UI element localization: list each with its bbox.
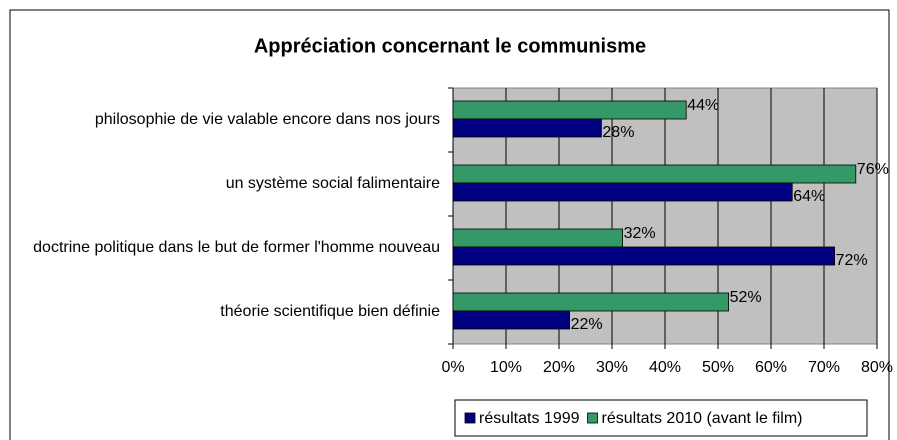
x-tick-label: 70%	[808, 359, 840, 376]
x-tick-label: 10%	[490, 359, 522, 376]
chart-title: Appréciation concernant le communisme	[254, 35, 646, 57]
bar	[452, 100, 687, 120]
y-tick-label: théorie scientifique bien définie	[220, 303, 440, 320]
x-tick-label: 60%	[755, 359, 787, 376]
x-tick-label: 40%	[649, 359, 681, 376]
bar	[452, 228, 624, 248]
x-tick-label: 80%	[861, 359, 893, 376]
bar	[452, 292, 730, 312]
y-tick-label: philosophie de vie valable encore dans n…	[94, 111, 440, 128]
data-label: 52%	[730, 289, 762, 306]
x-tick-label: 30%	[596, 359, 628, 376]
x-tick-label: 50%	[702, 359, 734, 376]
data-label: 72%	[836, 252, 868, 269]
bar	[452, 118, 602, 138]
bar	[452, 182, 793, 202]
x-tick-label: 0%	[441, 359, 464, 376]
y-tick-label: doctrine politique dans le but de former…	[33, 239, 440, 256]
bar	[452, 246, 836, 266]
legend-swatch	[587, 412, 598, 424]
x-tick-label: 20%	[543, 359, 575, 376]
legend-label: résultats 2010 (avant le film)	[602, 410, 803, 427]
data-label: 64%	[793, 188, 825, 205]
bar	[452, 164, 857, 184]
data-label: 22%	[571, 316, 603, 333]
data-label: 44%	[687, 97, 719, 114]
legend	[454, 399, 868, 437]
y-tick-label: un système social falimentaire	[225, 175, 440, 192]
legend-swatch	[464, 412, 476, 424]
bar	[452, 310, 570, 330]
data-label: 28%	[602, 124, 634, 141]
data-label: 32%	[624, 225, 656, 242]
legend-label: résultats 1999	[479, 410, 580, 427]
data-label: 76%	[857, 161, 889, 178]
